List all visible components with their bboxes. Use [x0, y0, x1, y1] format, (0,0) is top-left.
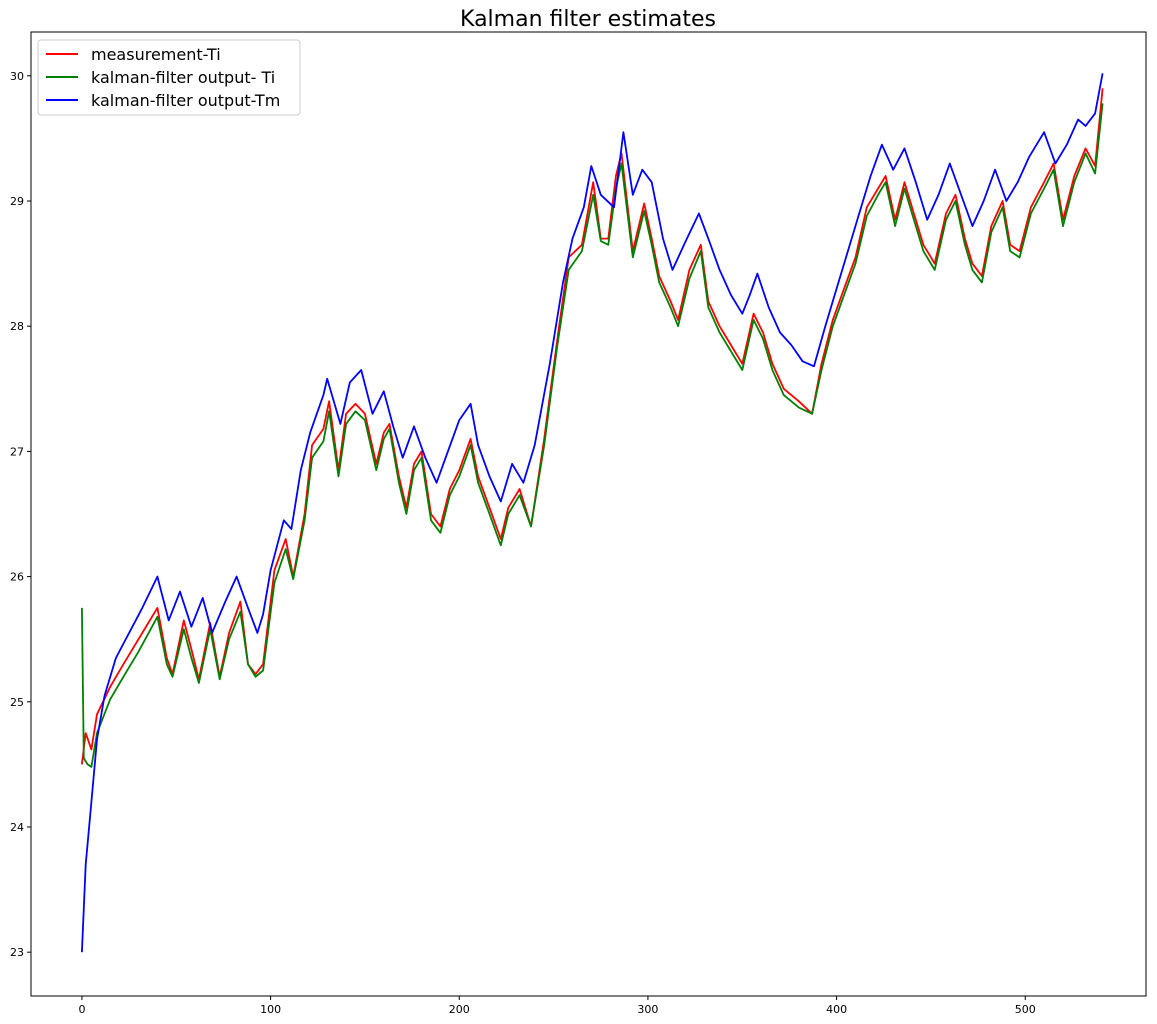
- x-tick-label: 200: [449, 1003, 470, 1016]
- x-tick-label: 0: [78, 1003, 85, 1016]
- series-line-1: [81, 103, 1104, 768]
- legend-label-kalman-ti: kalman-filter output- Ti: [91, 68, 275, 87]
- y-tick-label: 24: [10, 821, 24, 834]
- legend-label-measurement-ti: measurement-Ti: [91, 45, 221, 64]
- y-tick-label: 26: [10, 571, 24, 584]
- legend-box: [37, 39, 301, 116]
- y-tick-label: 30: [10, 70, 24, 83]
- x-tick-label: 400: [826, 1003, 847, 1016]
- y-tick-label: 23: [10, 946, 24, 959]
- x-axis: 0 100 200 300 400 500: [78, 996, 1036, 1016]
- y-axis: 23 24 25 26 27 28 29 30: [10, 70, 31, 959]
- plot-frame: [30, 31, 1147, 997]
- series-lines: [81, 73, 1104, 953]
- series-line-2: [81, 73, 1104, 953]
- y-tick-label: 29: [10, 195, 24, 208]
- x-tick-label: 100: [260, 1003, 281, 1016]
- x-tick-label: 500: [1015, 1003, 1036, 1016]
- y-tick-label: 25: [10, 696, 24, 709]
- legend-label-kalman-tm: kalman-filter output-Tm: [91, 91, 280, 110]
- y-tick-label: 27: [10, 445, 24, 458]
- y-tick-label: 28: [10, 320, 24, 333]
- legend: measurement-Ti kalman-filter output- Ti …: [37, 39, 301, 116]
- chart-title: Kalman filter estimates: [460, 7, 716, 32]
- x-tick-label: 300: [637, 1003, 658, 1016]
